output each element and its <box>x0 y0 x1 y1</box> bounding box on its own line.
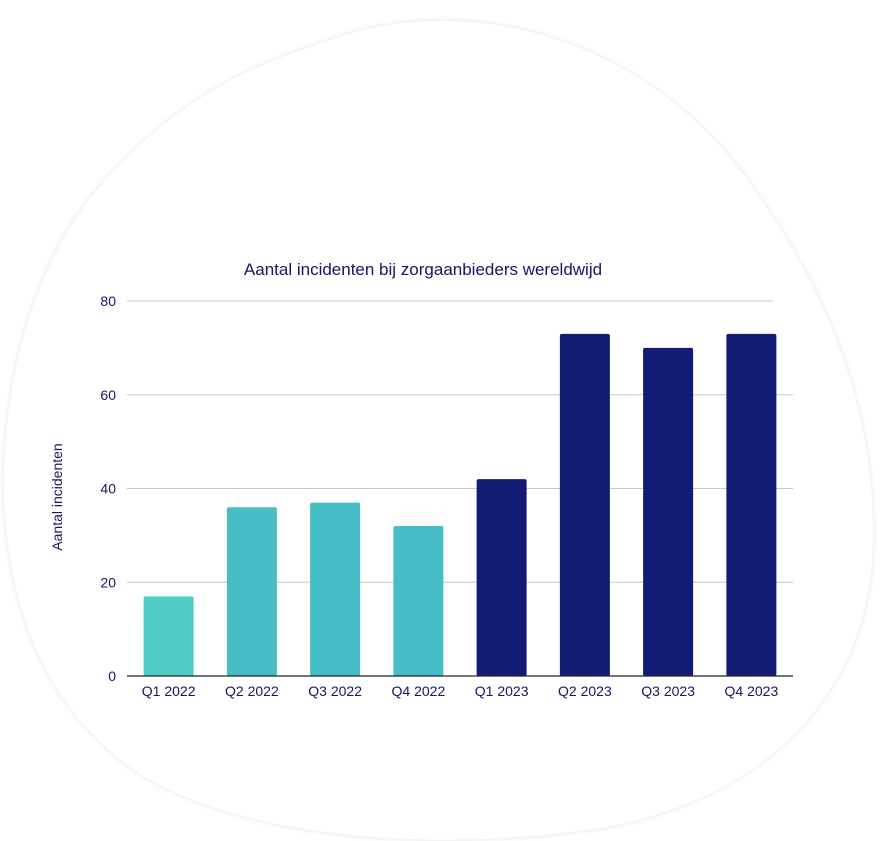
bar <box>226 507 277 676</box>
y-tick-label: 20 <box>100 574 116 590</box>
x-tick-label: Q1 2023 <box>475 683 529 699</box>
x-tick-label: Q2 2023 <box>558 683 612 699</box>
bar <box>476 479 527 676</box>
bar <box>643 347 694 676</box>
y-axis-title: Aantal incidenten <box>49 443 65 550</box>
bar <box>393 526 444 676</box>
x-tick-label: Q4 2023 <box>725 683 779 699</box>
y-tick-label: 0 <box>108 668 116 684</box>
x-tick-label: Q2 2022 <box>225 683 279 699</box>
bar <box>143 596 194 676</box>
y-tick-label: 60 <box>100 387 116 403</box>
x-tick-label: Q3 2022 <box>308 683 362 699</box>
bar <box>310 502 361 676</box>
y-tick-label: 80 <box>100 293 116 309</box>
x-tick-label: Q3 2023 <box>641 683 695 699</box>
chart-title: Aantal incidenten bij zorgaanbieders wer… <box>244 260 602 279</box>
y-tick-labels: 0 20 40 60 80 <box>100 293 116 684</box>
x-tick-label: Q1 2022 <box>142 683 196 699</box>
x-tick-labels: Q1 2022 Q2 2022 Q3 2022 Q4 2022 Q1 2023 Q2 20… <box>142 683 779 699</box>
x-tick-label: Q4 2022 <box>392 683 446 699</box>
bar <box>559 333 610 676</box>
bars <box>143 333 777 676</box>
y-tick-label: 40 <box>100 481 116 497</box>
bar <box>726 333 777 676</box>
